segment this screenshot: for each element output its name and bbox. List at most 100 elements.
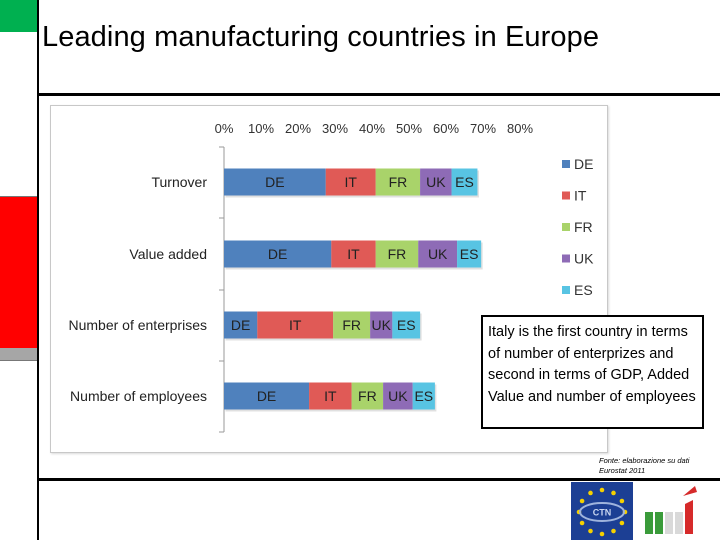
bar-label: IT [344, 174, 357, 190]
bar-segment-fr: FR [333, 311, 372, 341]
bar-label: ES [455, 174, 474, 190]
bar-label: UK [372, 317, 392, 333]
bar-segment-es: ES [412, 382, 437, 412]
bar-fr [375, 168, 421, 196]
bar-label: DE [257, 388, 276, 404]
category-labels: Turnover Value added Number of enterprises… [68, 174, 207, 404]
legend-item-es: ES [562, 282, 593, 298]
bar-segment-uk: UK [383, 382, 415, 412]
category-label: Value added [129, 246, 207, 262]
x-tick-label: 10% [248, 121, 274, 136]
bar-label: DE [265, 174, 284, 190]
bars: DE IT FR UK ES DE IT FR UK ES DE IT FR UK ES DE IT FR UK ES [224, 168, 483, 412]
footer-rule [37, 478, 720, 481]
legend-item-fr: FR [562, 219, 593, 235]
title-rule [37, 93, 720, 96]
side-block-white [0, 32, 37, 197]
bar-it [309, 382, 352, 410]
x-tick-label: 40% [359, 121, 385, 136]
category-label: Turnover [151, 174, 207, 190]
x-axis-ticks: 0% 10% 20% 30% 40% 50% 60% 70% 80% [215, 121, 534, 136]
bar-fr [333, 311, 371, 339]
bar-segment-uk: UK [420, 168, 454, 198]
category-label: Number of enterprises [68, 317, 207, 333]
legend-label: IT [574, 188, 587, 204]
bar-label: UK [426, 174, 446, 190]
bar-de [224, 382, 310, 410]
x-tick-label: 70% [470, 121, 496, 136]
legend-label: UK [574, 251, 594, 267]
bar-segment-es: ES [392, 311, 422, 341]
bar-de [224, 240, 332, 268]
bar-segment-it: IT [309, 382, 354, 412]
side-block-red [0, 197, 37, 348]
legend-label: DE [574, 156, 593, 172]
x-tick-label: 0% [215, 121, 234, 136]
bar-segment-fr: FR [375, 240, 420, 270]
x-tick-label: 60% [433, 121, 459, 136]
bar-de [224, 168, 326, 196]
source-note: Fonte: elaborazione su dati Eurostat 201… [599, 456, 690, 475]
bar-label: ES [414, 388, 433, 404]
bar-label: IT [324, 388, 337, 404]
bar-label: DE [231, 317, 250, 333]
vertical-divider [37, 0, 39, 540]
bar-label: UK [388, 388, 408, 404]
legend-swatch [562, 191, 570, 200]
bar-uk [418, 240, 458, 268]
bar-segment-de: DE [224, 382, 311, 412]
bar-label: FR [388, 246, 407, 262]
bar-segment-it: IT [325, 168, 378, 198]
legend: DE IT FR UK ES [562, 156, 594, 298]
bar-label: FR [342, 317, 361, 333]
side-block-gray [0, 348, 37, 360]
side-block-green [0, 0, 37, 32]
bar-label: ES [460, 246, 479, 262]
bar-segment-uk: UK [370, 311, 394, 341]
bar-es [457, 240, 482, 268]
legend-label: FR [574, 219, 593, 235]
bar-segment-fr: FR [351, 382, 385, 412]
bar-segment-de: DE [224, 240, 333, 270]
bar-it [331, 240, 376, 268]
category-label: Number of employees [70, 388, 207, 404]
bar-segment-it: IT [257, 311, 335, 341]
legend-label: ES [574, 282, 593, 298]
legend-swatch [562, 286, 570, 294]
legend-swatch [562, 254, 570, 263]
svg-text:CTN: CTN [593, 508, 612, 518]
bar-it [325, 168, 376, 196]
side-block-white-bottom [0, 360, 37, 541]
bar-segment-de: DE [224, 311, 259, 341]
bar-uk [420, 168, 452, 196]
x-tick-label: 50% [396, 121, 422, 136]
bar-segment-fr: FR [375, 168, 422, 198]
bar-label: FR [389, 174, 408, 190]
italian-flag-logo [643, 482, 703, 540]
eu-stars-ctn-logo: CTN [571, 482, 633, 540]
x-tick-label: 80% [507, 121, 533, 136]
x-tick-label: 30% [322, 121, 348, 136]
side-color-panel [0, 0, 37, 541]
y-axis [219, 146, 225, 433]
bar-label: ES [397, 317, 416, 333]
bar-fr [351, 382, 384, 410]
bar-es [412, 382, 435, 410]
bar-es [392, 311, 421, 339]
bar-segment-uk: UK [418, 240, 459, 270]
bar-label: IT [289, 317, 302, 333]
legend-swatch [562, 223, 570, 231]
legend-swatch [562, 160, 570, 168]
callout-box: Italy is the first country in terms of n… [481, 315, 704, 429]
legend-item-uk: UK [562, 251, 594, 267]
bar-segment-es: ES [457, 240, 483, 270]
bar-segment-de: DE [224, 168, 328, 198]
bar-label: DE [268, 246, 287, 262]
bar-de [224, 311, 258, 339]
bar-segment-es: ES [451, 168, 479, 198]
bar-segment-it: IT [331, 240, 378, 270]
bar-uk [383, 382, 413, 410]
bar-uk [370, 311, 393, 339]
bar-label: FR [358, 388, 377, 404]
